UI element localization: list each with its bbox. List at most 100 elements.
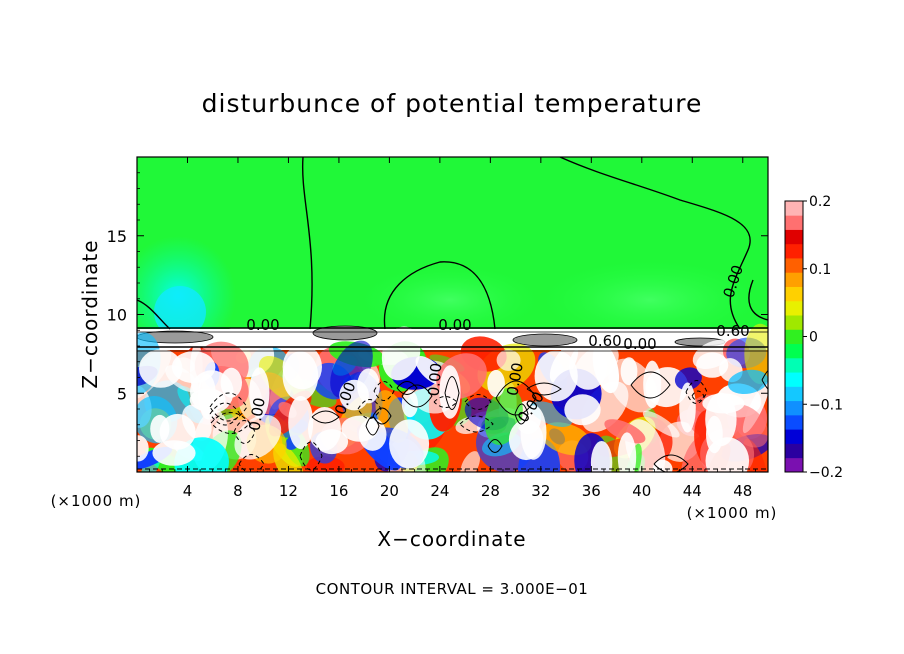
- eddy: [381, 326, 421, 381]
- eddy-core: [487, 369, 505, 398]
- y-tick-label: 10: [107, 306, 127, 325]
- contour-line: [209, 392, 248, 422]
- eddy-core: [590, 441, 613, 472]
- eddy-core: [339, 379, 369, 411]
- eddy-core: [534, 350, 578, 402]
- contour-line: [514, 403, 529, 425]
- colorbar-tick-label: 0.1: [809, 262, 831, 278]
- inversion-cells: [137, 325, 726, 347]
- eddy-core: [288, 396, 314, 449]
- eddy-core: [308, 407, 341, 451]
- contour-line: [464, 394, 492, 410]
- eddy-core: [159, 413, 196, 450]
- colorbar-segment: [785, 243, 803, 259]
- colorbar-segment: [785, 372, 803, 387]
- x-tick-label: 12: [279, 482, 298, 500]
- colorbar-segment: [785, 215, 803, 230]
- contour-line: [559, 157, 751, 330]
- contour-label: 0.00: [438, 316, 471, 334]
- colorbar-tick-label: 0: [809, 330, 818, 346]
- x-tick-label: 32: [531, 482, 550, 500]
- eddy-core: [569, 343, 608, 390]
- contour-line: [311, 410, 340, 424]
- eddy-core: [696, 352, 729, 378]
- colorbar-tick-label: 0.2: [809, 194, 831, 210]
- contour-line: [691, 390, 705, 402]
- colorbar: 0.2 0.1 0 −0.1 −0.2: [784, 194, 843, 481]
- contour-line: [526, 382, 562, 396]
- eddy-core: [706, 415, 723, 454]
- contour-line: [459, 415, 494, 433]
- colorbar-segment: [785, 300, 803, 316]
- contour-label: 0.00: [425, 362, 446, 397]
- turbulence-field: [137, 323, 768, 472]
- contour-line: [365, 416, 380, 436]
- eddy-core: [139, 349, 183, 388]
- eddy-core: [679, 382, 696, 433]
- contour-line: [299, 441, 323, 471]
- colorbar-segment: [785, 400, 803, 416]
- x-unit-right: (×1000 m): [687, 504, 778, 522]
- green-anomaly-2: [360, 265, 540, 335]
- contour-line: [748, 279, 768, 321]
- eddy: [234, 414, 282, 460]
- x-tick-label: 4: [183, 482, 193, 500]
- colorbar-segment: [785, 258, 803, 273]
- colorbar-segment: [785, 201, 803, 216]
- contour-line: [383, 261, 496, 330]
- contour-interval-note: CONTOUR INTERVAL = 3.000E−01: [316, 580, 589, 598]
- eddy: [529, 401, 573, 427]
- contour-line: [357, 399, 382, 419]
- eddy-core: [171, 351, 216, 384]
- eddy-core: [401, 390, 418, 418]
- contour-line: [444, 376, 460, 410]
- colorbar-segment: [785, 457, 803, 473]
- contour-label: 0.60: [588, 332, 621, 350]
- cyan-anomaly-core: [154, 286, 206, 338]
- colorbar-segment: [785, 272, 803, 287]
- contour-line: [373, 381, 395, 401]
- eddy-core: [643, 360, 662, 409]
- contour-line: [396, 381, 418, 395]
- eddy-core: [137, 435, 149, 462]
- eddy: [727, 369, 768, 395]
- eddy-core: [249, 367, 270, 419]
- eddy: [306, 456, 345, 472]
- contour-label: 0.60: [716, 322, 749, 340]
- plot-area: 0.00 0.000.000.600.600.000.000.00 0.000.00…: [137, 157, 768, 472]
- eddy: [496, 349, 521, 371]
- x-tick-label: 40: [632, 482, 651, 500]
- colorbar-segment: [785, 329, 803, 345]
- contour-label: 0.00: [246, 316, 279, 334]
- eddy-core: [200, 398, 218, 420]
- y-tick-label: 5: [117, 384, 127, 403]
- eddy-core: [617, 432, 637, 472]
- contour-line: [495, 380, 537, 416]
- contour-labels: 0.00 0.000.000.600.600.000.000.00 0.000.00…: [245, 263, 749, 432]
- contour-line: [238, 454, 265, 472]
- contour-line: [487, 439, 503, 453]
- x-tick-label: 24: [430, 482, 449, 500]
- colorbar-segment: [785, 315, 803, 330]
- contour-line: [301, 157, 313, 330]
- eddy-core: [702, 393, 745, 414]
- x-tick-label: 20: [380, 482, 399, 500]
- contour-line: [137, 299, 171, 330]
- chart-title: disturbunce of potential temperature: [202, 89, 703, 118]
- contour-line: [433, 396, 458, 408]
- y-axis-label: Z−coordinate: [78, 239, 102, 388]
- colorbar-tick-label: −0.1: [809, 397, 843, 413]
- x-tick-label: 28: [481, 482, 500, 500]
- eddy-core: [282, 344, 322, 390]
- contour-label: 0.00: [503, 361, 527, 397]
- contour-line: [401, 384, 433, 408]
- eddy: [460, 451, 481, 472]
- x-tick-label: 48: [733, 482, 752, 500]
- colorbar-segment: [785, 429, 803, 444]
- colorbar-segment: [785, 414, 803, 430]
- contour-label: 0.00: [245, 396, 269, 432]
- contour-lines: [137, 157, 768, 472]
- x-tick-label: 44: [683, 482, 702, 500]
- eddy-core: [620, 357, 638, 386]
